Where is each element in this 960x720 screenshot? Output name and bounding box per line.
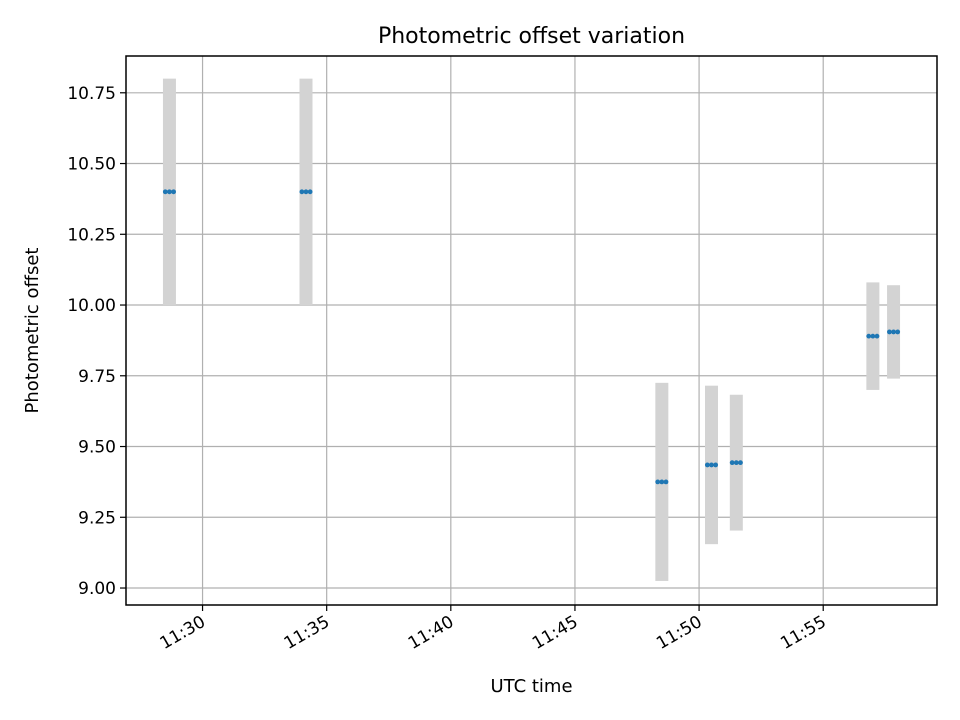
grid <box>126 56 937 605</box>
data-point <box>733 460 739 466</box>
y-tick-label: 9.75 <box>78 367 116 387</box>
data-point <box>866 333 872 339</box>
data-point <box>709 462 714 468</box>
data-point <box>704 462 710 468</box>
data-point <box>870 333 876 339</box>
data-point <box>303 189 309 195</box>
y-tick-label: 9.25 <box>78 508 116 528</box>
data-point <box>891 329 896 335</box>
data-point <box>167 189 172 195</box>
data-point <box>171 189 176 195</box>
y-tick-label: 10.75 <box>67 84 116 104</box>
data-point <box>895 329 901 335</box>
data-point <box>663 479 669 485</box>
data-point <box>738 460 743 466</box>
data-point <box>659 479 665 485</box>
data-point <box>713 462 719 468</box>
y-tick-label: 9.50 <box>78 438 116 458</box>
chart-title: Photometric offset variation <box>378 24 685 49</box>
data-point <box>874 333 880 339</box>
data-point <box>307 189 313 195</box>
data-point <box>299 189 305 195</box>
x-axis-label: UTC time <box>490 676 572 697</box>
y-axis-label: Photometric offset <box>22 248 43 414</box>
y-tick-label: 10.00 <box>67 296 116 316</box>
y-tick-label: 10.25 <box>67 225 116 245</box>
data-points <box>162 189 901 485</box>
data-point <box>655 479 661 485</box>
data-point <box>162 189 168 195</box>
data-point <box>729 460 735 466</box>
y-tick-label: 9.00 <box>78 579 116 599</box>
y-tick-label: 10.50 <box>67 155 116 175</box>
y-axis: 9.00 9.25 9.50 9.75 10.00 10.25 10.50 10.75 <box>67 84 126 599</box>
plot-frame <box>125 55 938 606</box>
data-point <box>887 329 892 335</box>
